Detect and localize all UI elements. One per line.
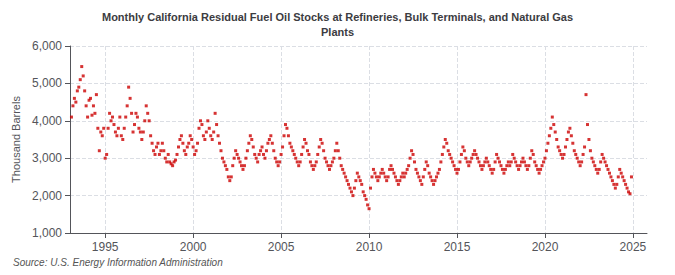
svg-text:2015: 2015 xyxy=(444,240,471,254)
svg-text:3,000: 3,000 xyxy=(32,151,62,165)
svg-text:2025: 2025 xyxy=(620,240,647,254)
svg-text:2020: 2020 xyxy=(532,240,559,254)
svg-text:Monthly California Residual Fu: Monthly California Residual Fuel Oil Sto… xyxy=(102,11,573,23)
svg-text:2,000: 2,000 xyxy=(32,189,62,203)
svg-text:Source: U.S. Energy Informatio: Source: U.S. Energy Information Administ… xyxy=(13,257,223,268)
svg-text:6,000: 6,000 xyxy=(32,39,62,53)
svg-text:5,000: 5,000 xyxy=(32,76,62,90)
svg-text:Plants: Plants xyxy=(321,26,354,38)
svg-text:Thousand Barrels: Thousand Barrels xyxy=(10,96,22,183)
svg-text:4,000: 4,000 xyxy=(32,114,62,128)
svg-text:1995: 1995 xyxy=(92,240,119,254)
svg-text:1,000: 1,000 xyxy=(32,226,62,240)
svg-text:2000: 2000 xyxy=(180,240,207,254)
svg-text:2005: 2005 xyxy=(268,240,295,254)
svg-text:2010: 2010 xyxy=(356,240,383,254)
